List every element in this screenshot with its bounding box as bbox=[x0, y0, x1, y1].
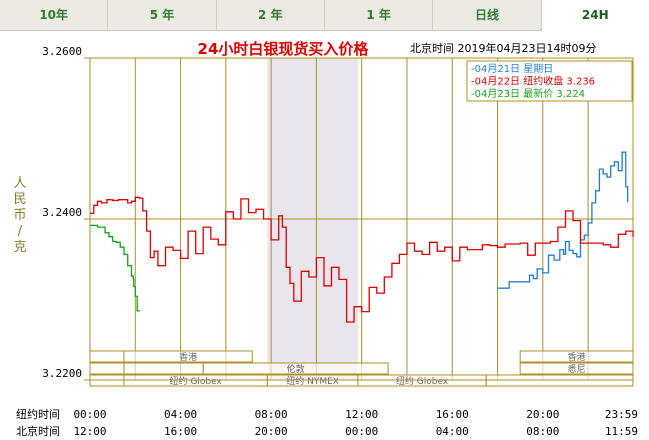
x-tick-label: 23:59 bbox=[605, 408, 638, 421]
session-label: 纽约 Globex bbox=[170, 375, 223, 387]
session-label: 香港 bbox=[179, 351, 197, 363]
chart-title: 24小时白银现货买入价格 bbox=[198, 40, 370, 58]
x-tick-label: 12:00 bbox=[345, 408, 378, 421]
y-tick-label: 3.2400 bbox=[42, 206, 82, 219]
x-tick-label: 16:00 bbox=[436, 408, 469, 421]
x-tick-label: 00:00 bbox=[345, 425, 378, 438]
x-row-label: 纽约时间 bbox=[16, 407, 60, 421]
period-tabs: 10年 5 年 2 年 1 年 日线 24H bbox=[0, 0, 649, 32]
legend-entry: -04月23日 最新价 3.224 bbox=[471, 87, 585, 100]
session-label: 伦敦 bbox=[287, 363, 305, 375]
session-bar bbox=[89, 362, 125, 375]
y-axis-label-char: / bbox=[18, 224, 23, 239]
y-axis-label-char: 克 bbox=[13, 240, 26, 255]
session-label: 香港 bbox=[568, 351, 586, 363]
tab-2y[interactable]: 2 年 bbox=[216, 0, 325, 31]
session-bar bbox=[89, 350, 125, 363]
tab-1y[interactable]: 1 年 bbox=[324, 0, 434, 31]
tab-10y[interactable]: 10年 bbox=[0, 0, 109, 31]
x-row-label: 北京时间 bbox=[16, 424, 60, 438]
tab-daily[interactable]: 日线 bbox=[433, 0, 542, 31]
y-axis-label-char: 币 bbox=[13, 208, 26, 223]
y-tick-label: 3.2200 bbox=[42, 367, 82, 380]
session-label: 纽约 Globex bbox=[396, 375, 449, 387]
x-tick-label: 20:00 bbox=[255, 425, 288, 438]
series-line-04月23日 bbox=[90, 224, 140, 312]
legend-entry: -04月21日 星期日 bbox=[471, 63, 553, 75]
series-line-04月22日 bbox=[90, 196, 634, 323]
session-bar bbox=[123, 362, 204, 375]
session-label: 悉尼 bbox=[568, 363, 586, 375]
legend-entry: -04月22日 纽约收盘 3.236 bbox=[471, 75, 595, 88]
legend-box bbox=[466, 60, 633, 102]
x-tick-label: 12:00 bbox=[73, 425, 106, 438]
y-axis-label-char: 人 bbox=[13, 176, 26, 191]
x-tick-label: 20:00 bbox=[526, 408, 559, 421]
x-tick-label: 16:00 bbox=[164, 425, 197, 438]
series-line-04月21日 bbox=[497, 151, 629, 289]
x-tick-label: 00:00 bbox=[73, 408, 106, 421]
session-bar bbox=[202, 362, 389, 375]
tab-5y[interactable]: 5 年 bbox=[108, 0, 217, 31]
x-tick-label: 04:00 bbox=[164, 408, 197, 421]
chart-subtitle: 北京时间 2019年04月23日14时09分 bbox=[410, 41, 596, 55]
y-axis-label-char: 民 bbox=[13, 192, 26, 207]
tab-24h[interactable]: 24H bbox=[541, 0, 649, 31]
y-tick-label: 3.2600 bbox=[42, 45, 82, 58]
x-tick-label: 08:00 bbox=[255, 408, 288, 421]
x-tick-label: 08:00 bbox=[526, 425, 559, 438]
session-bar bbox=[123, 350, 253, 363]
x-tick-label: 04:00 bbox=[436, 425, 469, 438]
session-label: 纽约 NYMEX bbox=[286, 375, 339, 387]
x-tick-label: 11:59 bbox=[605, 425, 638, 438]
